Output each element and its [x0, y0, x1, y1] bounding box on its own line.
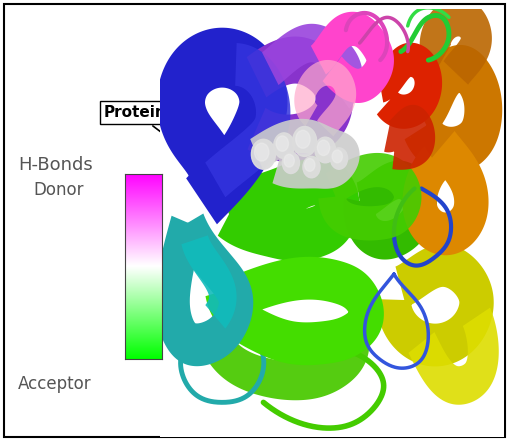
- Circle shape: [303, 157, 320, 178]
- Polygon shape: [206, 257, 384, 365]
- Polygon shape: [311, 12, 394, 103]
- Polygon shape: [344, 161, 437, 260]
- Polygon shape: [155, 213, 253, 366]
- Circle shape: [304, 158, 315, 172]
- Circle shape: [296, 130, 310, 148]
- Polygon shape: [377, 43, 442, 129]
- Circle shape: [276, 136, 289, 151]
- Circle shape: [284, 154, 294, 167]
- Polygon shape: [377, 244, 494, 366]
- Circle shape: [254, 143, 269, 161]
- Polygon shape: [384, 105, 435, 170]
- Text: Ligand: Ligand: [193, 30, 261, 121]
- Circle shape: [293, 127, 317, 157]
- Polygon shape: [218, 154, 359, 261]
- Text: Protein: Protein: [103, 105, 208, 167]
- Polygon shape: [262, 24, 362, 108]
- Text: Donor: Donor: [33, 181, 83, 198]
- Text: Acceptor: Acceptor: [18, 375, 92, 392]
- Text: Hydrogen Bonding: Hydrogen Bonding: [305, 21, 464, 115]
- Polygon shape: [205, 43, 291, 197]
- Circle shape: [332, 150, 343, 163]
- Circle shape: [317, 140, 330, 156]
- Polygon shape: [250, 119, 360, 189]
- Polygon shape: [420, 0, 492, 85]
- Polygon shape: [197, 311, 370, 400]
- Polygon shape: [294, 60, 356, 136]
- Circle shape: [282, 152, 299, 173]
- Polygon shape: [157, 28, 288, 224]
- Circle shape: [330, 148, 348, 169]
- Polygon shape: [319, 153, 421, 240]
- Polygon shape: [405, 45, 502, 174]
- Text: H-Bonds: H-Bonds: [18, 157, 93, 174]
- Circle shape: [274, 133, 294, 158]
- Polygon shape: [247, 37, 353, 162]
- Polygon shape: [181, 235, 237, 329]
- Circle shape: [315, 137, 335, 163]
- Circle shape: [251, 139, 275, 169]
- Polygon shape: [403, 131, 489, 255]
- Polygon shape: [408, 308, 499, 405]
